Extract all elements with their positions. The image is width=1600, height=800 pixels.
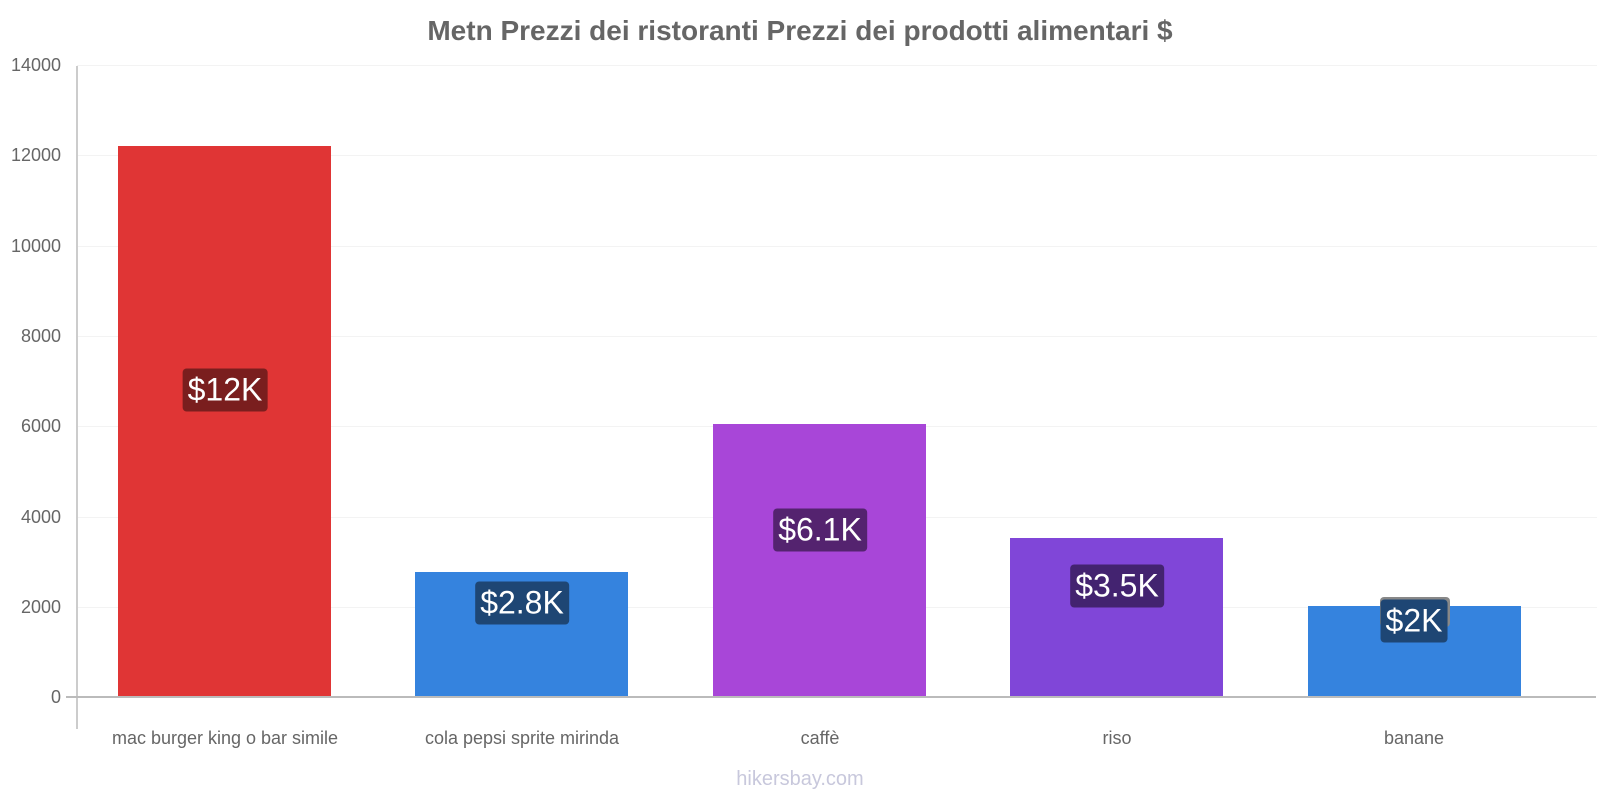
data-label: $2.8K	[475, 581, 569, 625]
bar-riso[interactable]	[1010, 538, 1223, 697]
y-tick-label: 10000	[10, 236, 61, 256]
y-tick-label: 2000	[20, 597, 61, 617]
gridline	[77, 336, 1597, 337]
data-label: $3.5K	[1070, 564, 1164, 608]
y-tick-label: 0	[50, 687, 61, 707]
data-label: $12K	[182, 368, 268, 412]
x-tick-label: mac burger king o bar simile	[111, 728, 339, 748]
data-label: $6.1K	[773, 508, 867, 552]
y-axis	[76, 66, 78, 729]
gridline	[77, 155, 1597, 156]
data-label: $2K	[1380, 599, 1448, 643]
x-tick-label: riso	[1102, 728, 1132, 748]
chart-title: Metn Prezzi dei ristoranti Prezzi dei pr…	[427, 15, 1173, 46]
y-tick-label: 14000	[10, 55, 61, 75]
y-tick-label: 4000	[20, 507, 61, 527]
y-tick-label: 6000	[20, 416, 61, 436]
watermark: hikersbay.com	[736, 768, 864, 790]
x-tick-label: cola pepsi sprite mirinda	[424, 728, 620, 748]
y-tick-label: 8000	[20, 326, 61, 346]
bar-mac-burger[interactable]	[118, 146, 331, 697]
y-tick-label: 12000	[10, 145, 61, 165]
x-tick-label: caffè	[800, 728, 840, 748]
gridline	[77, 65, 1597, 66]
gridline	[77, 246, 1597, 247]
bar-caffe[interactable]	[713, 424, 926, 697]
x-tick-label: banane	[1383, 728, 1445, 748]
x-axis	[66, 696, 1596, 698]
